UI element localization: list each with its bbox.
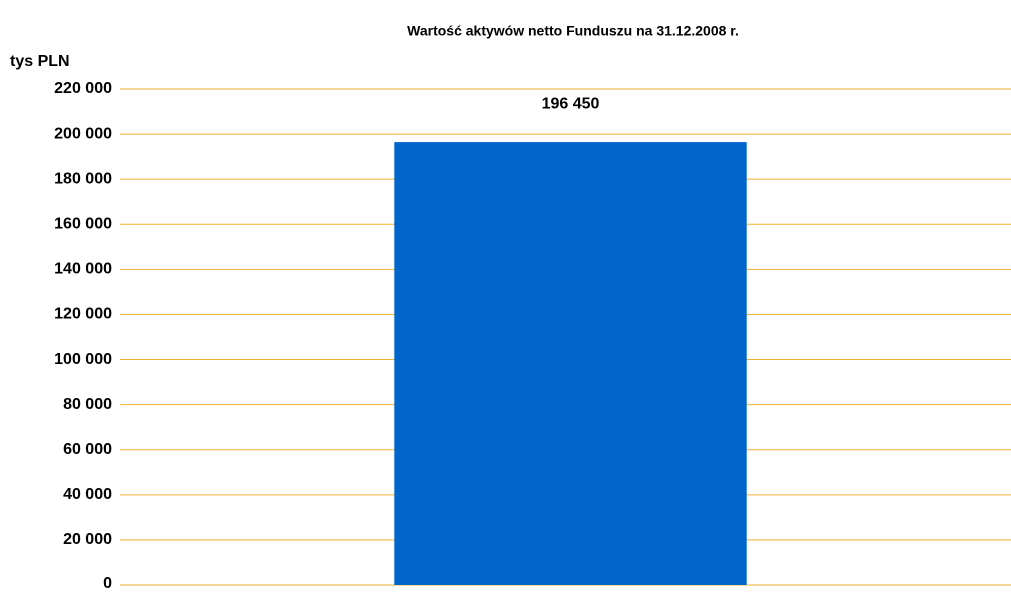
bar xyxy=(394,142,747,585)
y-tick-label: 200 000 xyxy=(54,125,112,142)
y-axis-label: tys PLN xyxy=(10,53,70,70)
y-tick-label: 40 000 xyxy=(63,486,112,503)
y-tick-label: 160 000 xyxy=(54,215,112,232)
y-tick-label: 180 000 xyxy=(54,170,112,187)
chart-title: Wartość aktywów netto Funduszu na 31.12.… xyxy=(407,23,739,39)
y-tick-label: 120 000 xyxy=(54,306,112,323)
y-tick-label: 140 000 xyxy=(54,261,112,278)
y-tick-label: 0 xyxy=(103,575,112,592)
y-tick-label: 80 000 xyxy=(63,396,112,413)
y-tick-label: 60 000 xyxy=(63,441,112,458)
y-tick-label: 100 000 xyxy=(54,351,112,368)
y-tick-label: 220 000 xyxy=(54,80,112,97)
y-tick-label: 20 000 xyxy=(63,531,112,548)
value-label: 196 450 xyxy=(542,95,600,112)
